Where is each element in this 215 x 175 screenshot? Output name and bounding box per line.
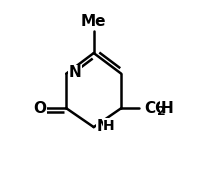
Text: 2: 2 xyxy=(157,105,166,118)
Text: N: N xyxy=(69,65,81,80)
Text: H: H xyxy=(160,101,173,116)
Text: O: O xyxy=(33,101,46,116)
Text: H: H xyxy=(103,119,115,133)
Text: N: N xyxy=(96,119,109,134)
Text: Me: Me xyxy=(81,14,106,29)
Text: CO: CO xyxy=(144,101,169,116)
